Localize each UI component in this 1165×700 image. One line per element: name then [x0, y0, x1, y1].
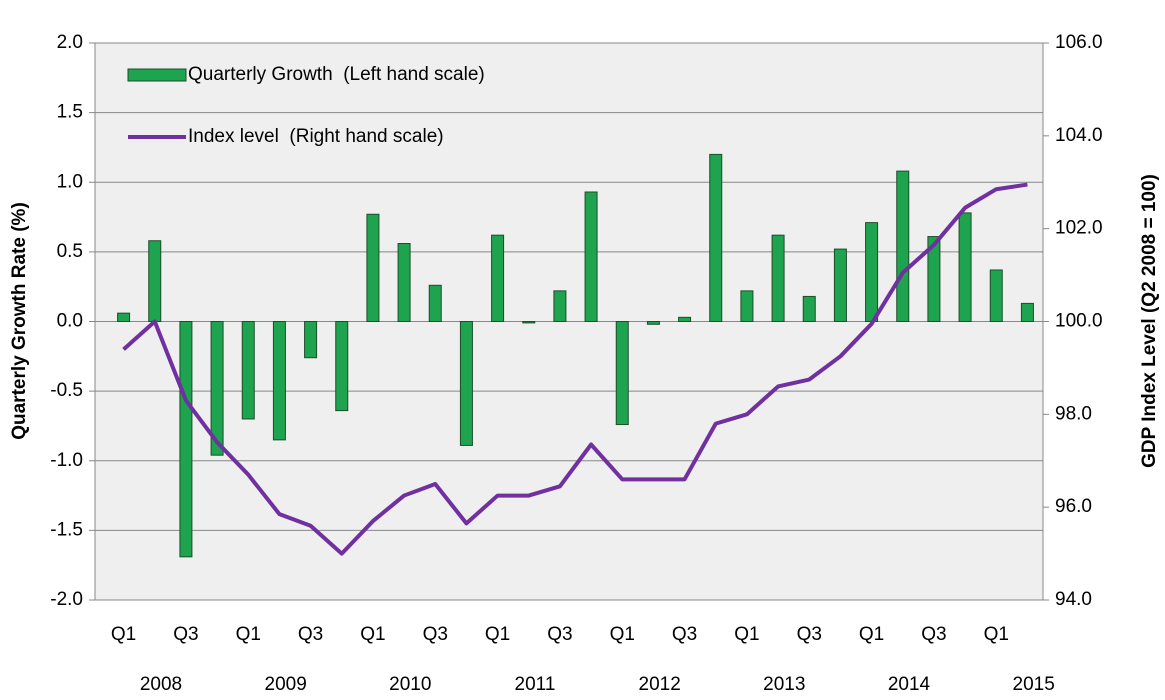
year-label: 2011 [515, 674, 556, 695]
bar [553, 290, 567, 322]
bar [304, 321, 318, 359]
bar [709, 153, 723, 322]
y2-tick-label: 104.0 [1055, 125, 1103, 146]
bar [989, 269, 1003, 323]
y-tick-label: 2.0 [57, 32, 83, 53]
y2-tick-label: 106.0 [1055, 32, 1103, 53]
year-label: 2014 [888, 674, 931, 695]
index-line [122, 182, 1028, 556]
bar [179, 321, 193, 558]
bar [241, 321, 255, 420]
bar [1020, 302, 1034, 322]
bar [272, 321, 286, 441]
year-label: 2008 [140, 674, 182, 695]
bar [522, 321, 536, 324]
x-tick-label: Q1 [236, 624, 261, 645]
y-tick-label: 0.0 [57, 311, 83, 332]
y2-tick-label: 102.0 [1055, 218, 1103, 239]
legend-label: Quarterly Growth (Left hand scale) [188, 64, 485, 85]
y2-tick-label: 96.0 [1055, 496, 1092, 517]
y-tick-label: -1.5 [50, 519, 83, 540]
bar [958, 212, 972, 322]
bar [678, 316, 692, 323]
x-tick-label: Q3 [921, 624, 946, 645]
y-tick-label: 1.0 [57, 171, 83, 192]
y2-tick-label: 100.0 [1055, 311, 1103, 332]
year-label: 2009 [265, 674, 307, 695]
year-label: 2012 [639, 674, 681, 695]
y2-tick-label: 94.0 [1055, 589, 1092, 610]
x-tick-label: Q3 [173, 624, 198, 645]
bar [428, 284, 442, 323]
bar [366, 213, 380, 322]
year-label: 2010 [389, 674, 431, 695]
x-tick-label: Q1 [610, 624, 635, 645]
bar [584, 191, 598, 322]
x-tick-label: Q1 [859, 624, 884, 645]
y2-axis-title: GDP Index Level (Q2 2008 = 100) [1139, 174, 1160, 468]
bar [833, 248, 847, 322]
year-label: 2015 [1013, 674, 1055, 695]
bar [802, 295, 816, 322]
bar [771, 234, 785, 322]
legend-swatch [127, 68, 187, 82]
x-tick-label: Q1 [734, 624, 759, 645]
y-tick-label: 1.5 [57, 102, 83, 123]
y-tick-label: -2.0 [50, 589, 83, 610]
bar [459, 321, 473, 446]
y-tick-label: -1.0 [50, 450, 83, 471]
year-label: 2013 [763, 674, 805, 695]
bar [615, 321, 629, 426]
x-tick-label: Q1 [984, 624, 1009, 645]
bar [210, 321, 224, 456]
x-tick-label: Q3 [672, 624, 697, 645]
bar [740, 290, 754, 322]
legend-label: Index level (Right hand scale) [188, 126, 444, 147]
x-tick-label: Q3 [423, 624, 448, 645]
y-tick-label: -0.5 [50, 380, 83, 401]
x-tick-label: Q1 [111, 624, 136, 645]
x-tick-label: Q3 [298, 624, 323, 645]
x-tick-label: Q1 [485, 624, 510, 645]
y-tick-label: 0.5 [57, 241, 83, 262]
bar [927, 236, 941, 322]
x-tick-label: Q1 [360, 624, 385, 645]
bar [117, 312, 131, 322]
y2-tick-label: 98.0 [1055, 403, 1092, 424]
bar [148, 240, 162, 322]
x-tick-label: Q3 [797, 624, 822, 645]
bar [896, 170, 910, 322]
bar [335, 321, 349, 412]
bar [397, 243, 411, 323]
bar [491, 234, 505, 322]
bar [865, 222, 879, 323]
y-axis-title: Quarterly Growth Rate (%) [9, 202, 30, 440]
bar [646, 321, 660, 325]
x-tick-label: Q3 [547, 624, 572, 645]
